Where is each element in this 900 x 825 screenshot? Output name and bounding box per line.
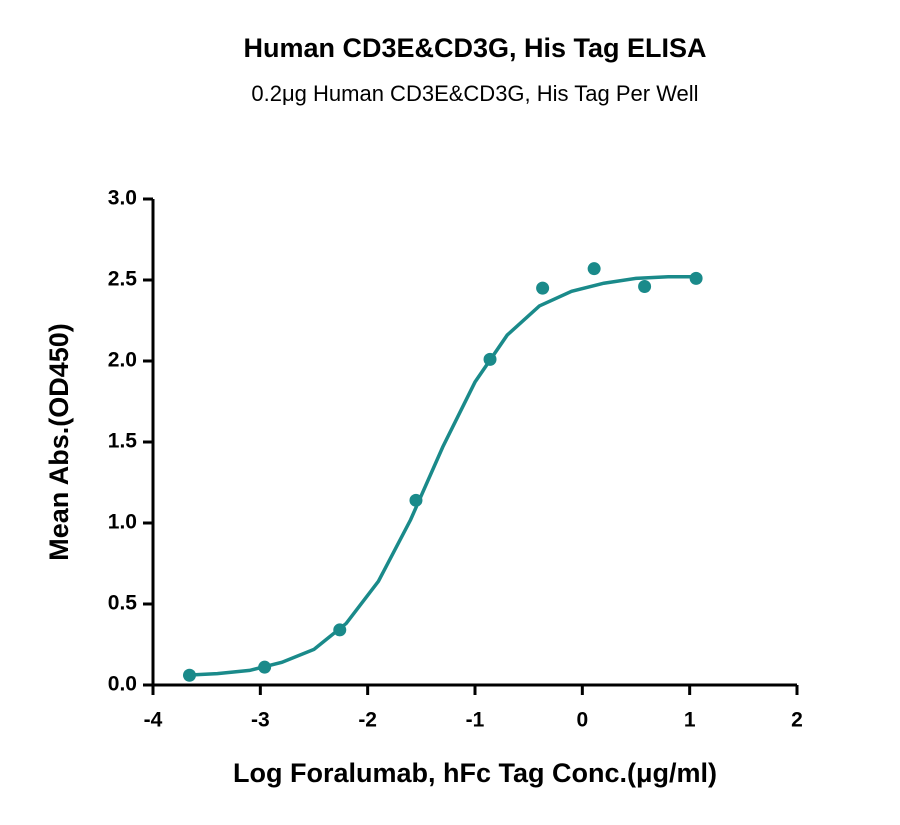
y-tick-label: 1.0 [108, 511, 137, 534]
fit-curve [185, 275, 696, 678]
x-tick-label: -3 [251, 709, 270, 732]
chart-subtitle: 0.2μg Human CD3E&CD3G, His Tag Per Well [251, 81, 698, 106]
y-tick-label: 0.0 [108, 673, 137, 696]
chart-title: Human CD3E&CD3G, His Tag ELISA [243, 33, 706, 63]
y-tick-label: 2.0 [108, 349, 137, 372]
y-tick-label: 3.0 [108, 187, 137, 210]
x-tick-label: -1 [466, 709, 485, 732]
data-point [536, 281, 550, 295]
x-axis-label: Log Foralumab, hFc Tag Conc.(μg/ml) [233, 758, 717, 788]
y-tick-label: 0.5 [108, 592, 138, 615]
data-point [638, 279, 652, 293]
x-tick-label: 2 [791, 709, 803, 732]
x-tick-label: -2 [358, 709, 377, 732]
x-tick-label: 1 [684, 709, 696, 732]
x-tick-label: 0 [576, 709, 588, 732]
data-point [587, 262, 601, 276]
y-tick-label: 2.5 [108, 268, 138, 291]
y-tick-label: 1.5 [108, 430, 138, 453]
y-axis-label: Mean Abs.(OD450) [44, 323, 74, 561]
x-tick-label: -4 [144, 709, 163, 732]
